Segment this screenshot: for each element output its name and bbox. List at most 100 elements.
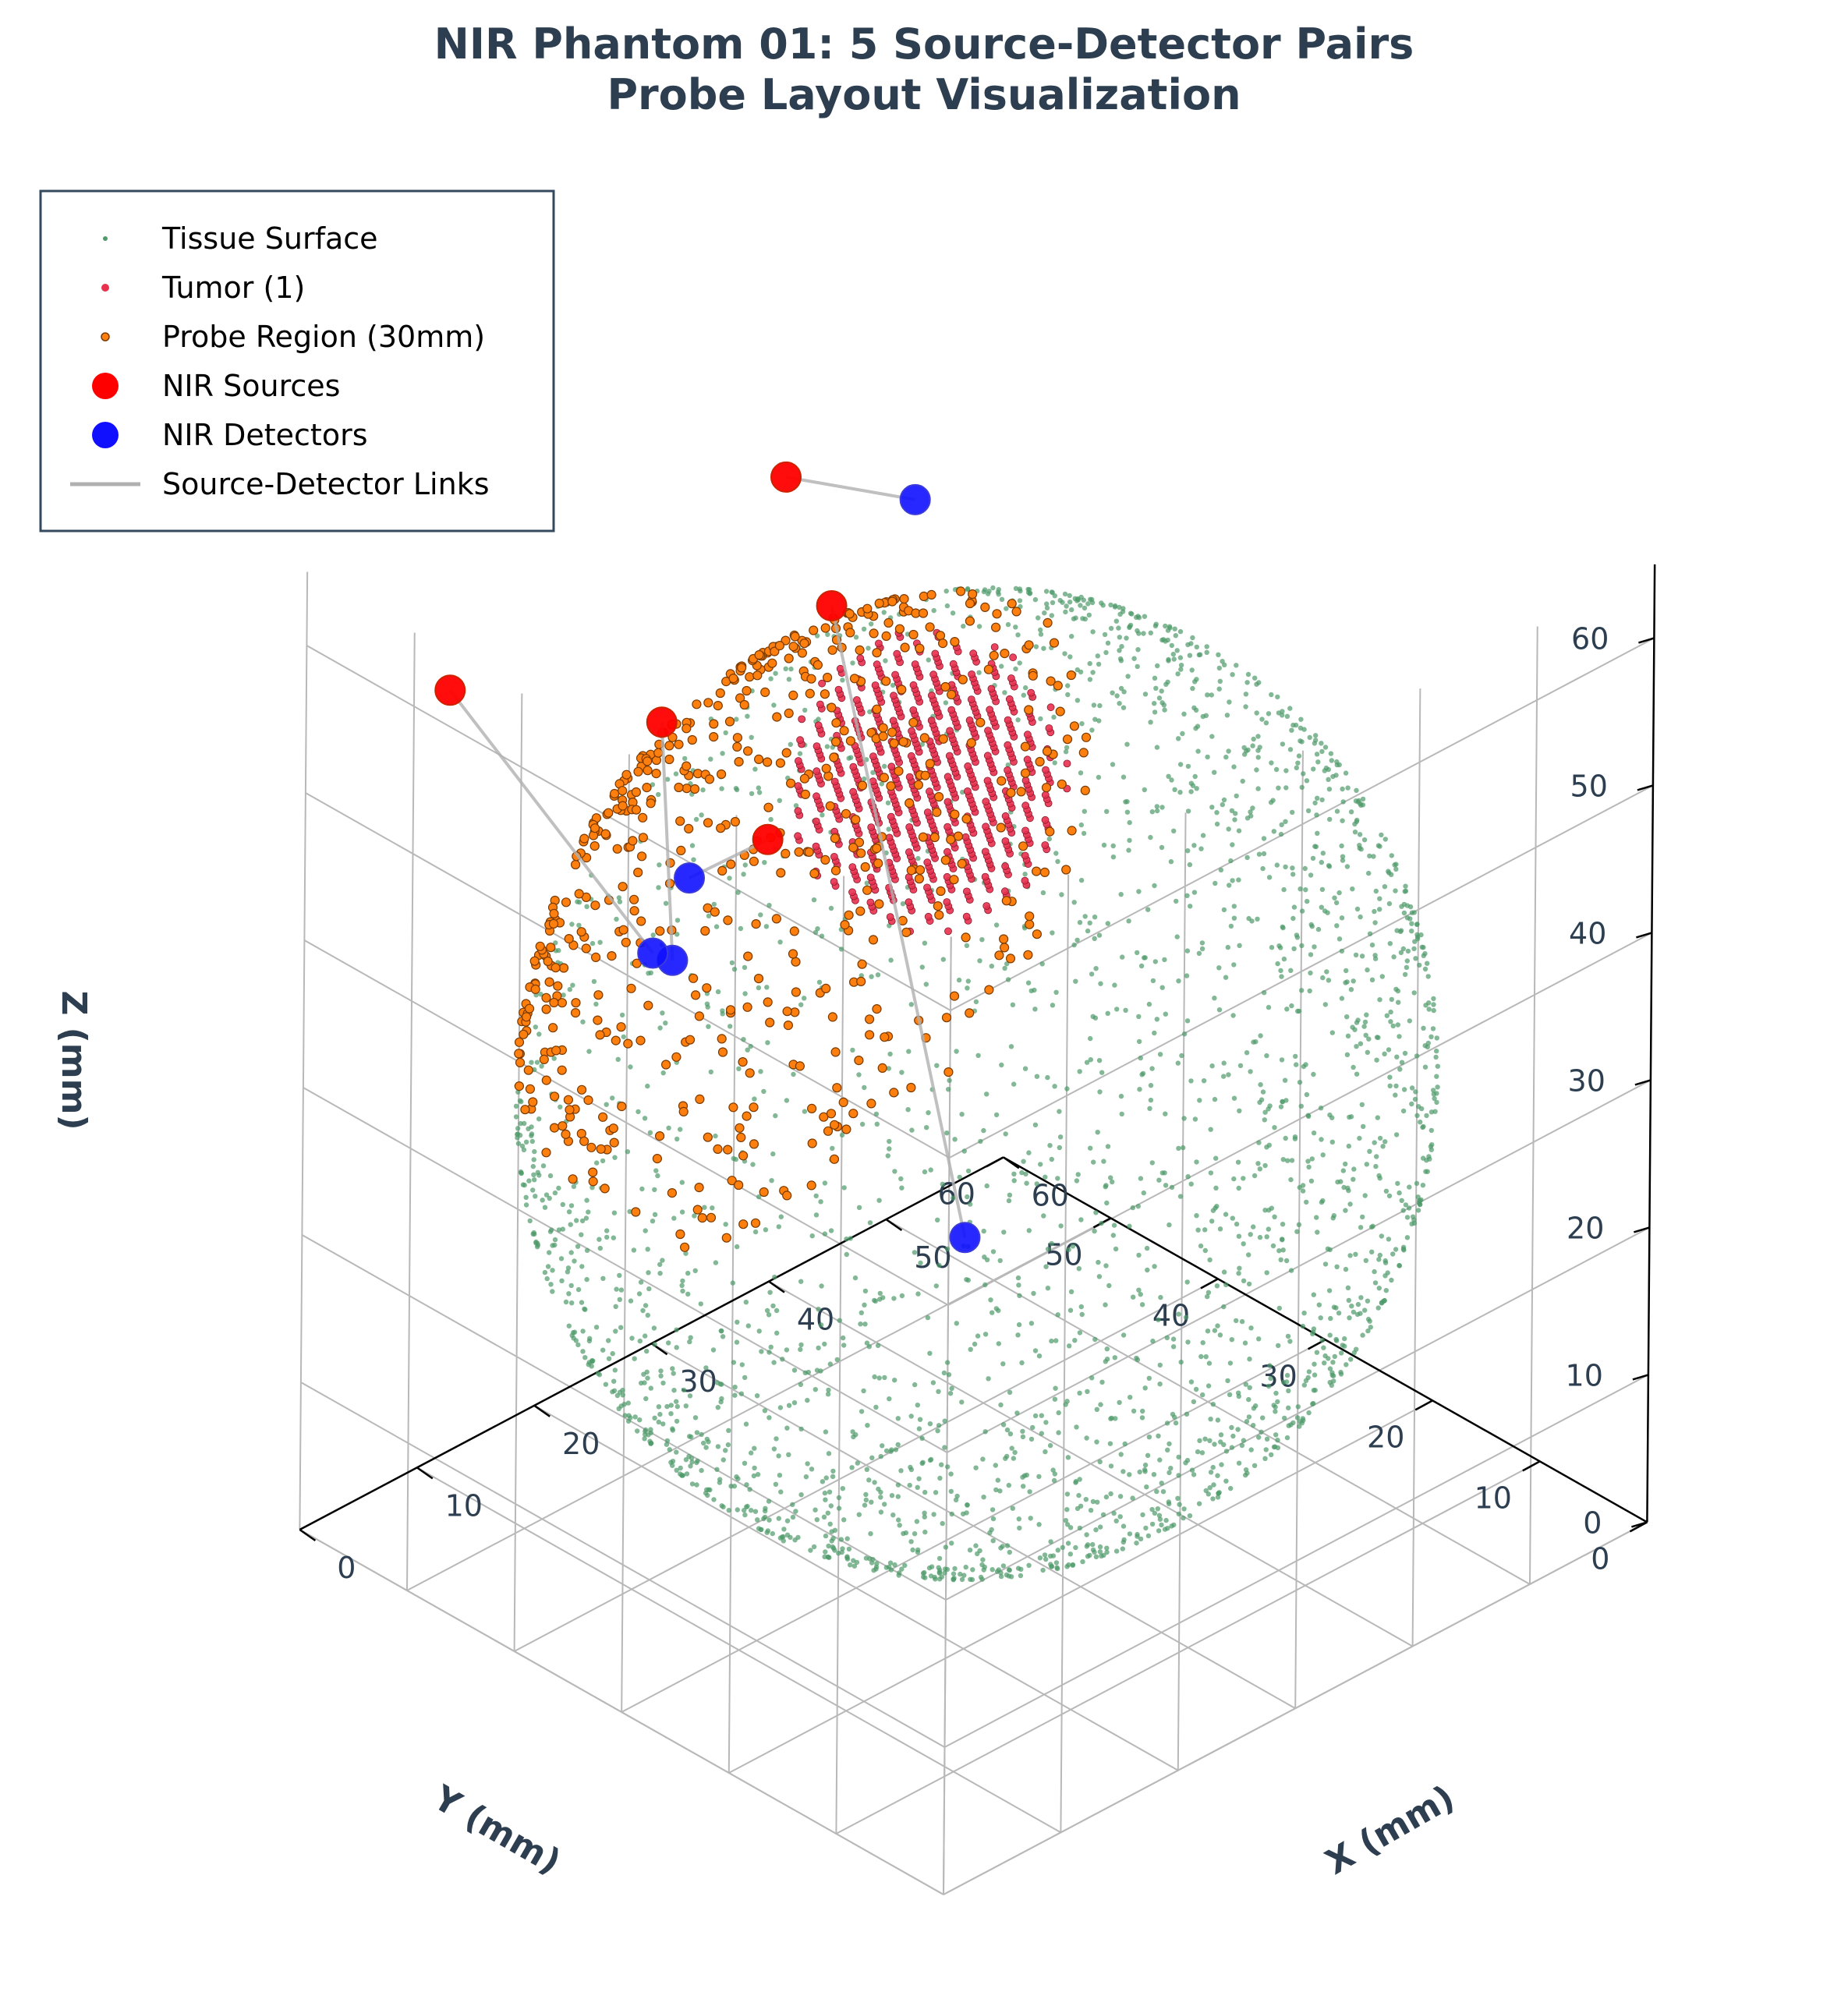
z-tick-mark [1632,1374,1649,1381]
tumor-point [885,833,894,842]
tissue-point [1095,1130,1100,1135]
probe-point [742,1002,752,1012]
tissue-point [1089,600,1096,606]
tissue-point [1425,961,1430,966]
tissue-point [1344,1362,1349,1367]
tissue-point [552,1242,558,1248]
tissue-point [830,1545,837,1551]
probe-point [772,712,782,722]
probe-point [820,689,830,699]
tissue-point [1241,1278,1247,1284]
tissue-point [1255,755,1261,760]
tissue-point [1386,1047,1392,1053]
tissue-point [883,658,888,663]
tissue-point [818,1368,823,1374]
tissue-point [1185,848,1191,854]
tissue-point [1358,1041,1364,1046]
tumor-point [1001,862,1009,870]
tissue-point [533,1024,538,1030]
tissue-point [656,791,661,798]
tissue-point [1152,675,1158,681]
tissue-point [540,1198,545,1203]
probe-point [519,1029,529,1039]
tissue-point [1142,955,1148,961]
tissue-point [1247,1385,1252,1391]
tissue-point [829,1538,834,1544]
tissue-point [1297,886,1303,892]
probe-point [782,1191,792,1201]
tissue-point [617,1297,622,1303]
tissue-point [1340,818,1345,823]
tissue-point [729,960,735,966]
y-tick-label: 30 [1259,1359,1297,1393]
tissue-point [1124,809,1131,815]
tissue-point [946,1372,952,1378]
probe-point [825,801,835,811]
tissue-point [1112,982,1117,988]
tissue-point [1167,1441,1172,1447]
tumor-point [1021,801,1030,810]
tissue-point [1384,1013,1390,1018]
tumor-point [834,685,843,694]
tissue-point [683,1403,689,1409]
tissue-point [750,1162,756,1167]
tissue-point [1278,1104,1284,1109]
tissue-point [1196,1501,1202,1506]
tissue-point [747,1487,752,1492]
tissue-point [1023,685,1028,691]
tissue-point [901,1530,906,1537]
tissue-point [774,1330,780,1336]
tissue-point [692,1415,699,1421]
probe-point [608,1123,618,1134]
tissue-point [935,1217,940,1223]
probe-point [799,773,810,784]
tissue-point [1012,1449,1018,1456]
tissue-point [840,678,845,683]
tissue-point [1069,607,1074,613]
probe-point [866,1099,876,1109]
tissue-point [1289,727,1294,733]
tissue-point [1310,855,1316,862]
tissue-point [1236,828,1242,833]
tissue-point [1159,688,1164,694]
tissue-point [1319,1337,1325,1343]
tissue-point [1162,707,1167,713]
probe-region-points [514,586,1092,1252]
tissue-point [841,1517,847,1523]
tissue-point [1120,705,1127,710]
tissue-point [752,1509,759,1514]
probe-point [736,663,747,673]
tissue-point [637,1338,643,1344]
tissue-point [1400,946,1407,952]
tissue-point [797,751,803,756]
tissue-point [1043,1264,1049,1269]
probe-point [694,1011,705,1021]
tissue-point [844,1251,850,1258]
tissue-point [1135,1204,1142,1209]
tissue-point [1400,1246,1407,1252]
probe-point [675,816,685,826]
probe-point [743,951,753,961]
tissue-point [1210,1464,1216,1470]
tissue-point [1319,886,1326,893]
tissue-point [776,1224,781,1229]
tissue-point [765,1040,770,1045]
tissue-point [1199,946,1205,952]
probe-point [638,833,649,843]
tumor-point [869,752,877,760]
tissue-point [822,1490,828,1496]
tissue-point [553,940,558,946]
tissue-point [584,904,589,910]
tissue-point [1079,1311,1085,1318]
tissue-point [1089,727,1095,733]
tissue-point [1204,644,1209,649]
tissue-point [1005,977,1011,982]
probe-point [563,1095,574,1105]
tissue-point [1128,622,1134,628]
tissue-point [982,1254,987,1260]
tissue-point [574,1218,579,1223]
tissue-point [811,897,817,903]
tissue-point [925,1314,931,1321]
tissue-point [1319,904,1325,910]
tissue-point [873,1404,879,1410]
